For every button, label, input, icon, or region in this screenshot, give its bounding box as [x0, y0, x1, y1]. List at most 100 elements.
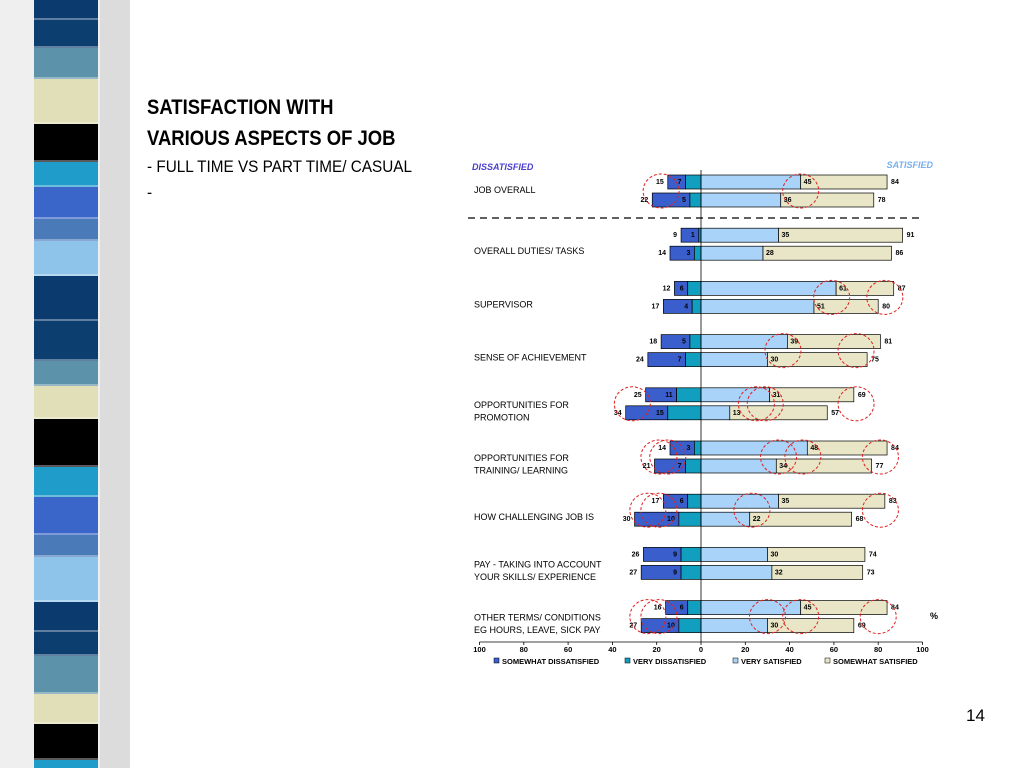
strip-block-edge	[34, 555, 98, 557]
x-tick-label: 0	[699, 645, 703, 654]
value-total-satisfied: 57	[831, 410, 839, 417]
bar-very-satisfied	[700, 245, 764, 261]
bar-somewhat-satisfied	[806, 440, 888, 456]
value-very-satisfied: 13	[733, 410, 741, 417]
slide-title-line2: VARIOUS ASPECTS OF JOB	[147, 127, 396, 150]
highlight-ellipse	[737, 386, 775, 422]
bar-very-dissatisfied	[680, 565, 702, 580]
strip-block	[34, 694, 98, 724]
value-very-satisfied: 35	[782, 232, 790, 239]
strip-block	[34, 724, 98, 760]
legend-swatch	[624, 657, 631, 664]
category-label: OTHER TERMS/ CONDITIONS	[474, 613, 601, 623]
bar-very-satisfied	[700, 565, 773, 580]
category-label: TRAINING/ LEARNING	[474, 466, 568, 476]
strip-block-edge	[34, 18, 98, 20]
category-label: OPPORTUNITIES FOR	[474, 400, 569, 410]
bar-somewhat-satisfied	[835, 281, 895, 296]
slide-title-line1: SATISFACTION WITH	[147, 96, 334, 119]
highlight-ellipse	[764, 333, 802, 369]
value-very-satisfied: 48	[810, 445, 818, 452]
bar-somewhat-dissatisfied	[662, 493, 689, 509]
bar-very-dissatisfied	[685, 174, 702, 190]
strip-block	[34, 760, 98, 768]
value-very-dissatisfied: 7	[678, 179, 682, 186]
x-tick-label: 60	[564, 645, 572, 654]
legend-label: VERY DISSATISFIED	[633, 657, 707, 666]
bar-somewhat-dissatisfied	[669, 245, 695, 261]
value-total-dissatisfied: 9	[673, 232, 677, 239]
highlight-ellipse	[733, 492, 771, 528]
strip-block-edge	[34, 160, 98, 162]
strip-block-edge	[34, 758, 98, 760]
strip-block	[34, 535, 98, 557]
bar-very-dissatisfied	[676, 387, 702, 403]
value-very-satisfied: 30	[770, 357, 778, 364]
value-very-dissatisfied: 5	[682, 197, 686, 204]
legend-swatch	[824, 657, 831, 664]
strip-block	[34, 162, 98, 187]
strip-block	[34, 79, 98, 124]
value-total-satisfied: 80	[882, 303, 890, 310]
category-label: EG HOURS, LEAVE, SICK PAY	[474, 625, 601, 635]
value-very-satisfied: 61	[839, 285, 847, 292]
strip-block-edge	[34, 77, 98, 79]
value-total-satisfied: 86	[895, 250, 903, 257]
value-very-dissatisfied: 9	[673, 569, 677, 576]
bar-somewhat-satisfied	[769, 387, 855, 403]
strip-block	[34, 632, 98, 656]
bar-very-dissatisfied	[678, 618, 702, 633]
strip-block-edge	[34, 692, 98, 694]
strip-block-edge	[34, 495, 98, 497]
strip-block-edge	[34, 465, 98, 467]
strip-block-edge	[34, 722, 98, 724]
highlight-ellipse	[640, 492, 678, 528]
category-label: SENSE OF ACHIEVEMENT	[474, 353, 587, 363]
highlight-ellipse	[782, 173, 820, 209]
value-very-dissatisfied: 10	[667, 516, 675, 523]
bar-very-dissatisfied	[685, 458, 702, 474]
legend-label: SOMEWHAT SATISFIED	[833, 657, 918, 666]
value-total-dissatisfied: 16	[654, 605, 662, 612]
bar-somewhat-satisfied	[762, 245, 892, 261]
dissatisfied-header: DISSATISFIED	[472, 162, 534, 172]
legend-swatch	[732, 657, 739, 664]
strip-block	[34, 321, 98, 361]
strip-block	[34, 124, 98, 162]
bar-very-satisfied	[700, 352, 768, 367]
highlight-ellipse	[861, 439, 899, 475]
bar-very-satisfied	[700, 493, 779, 509]
value-total-satisfied: 68	[856, 516, 864, 523]
bar-very-satisfied	[700, 440, 808, 456]
bar-very-dissatisfied	[691, 299, 702, 314]
value-very-satisfied: 45	[804, 179, 812, 186]
bar-somewhat-satisfied	[780, 192, 875, 208]
strip-block-edge	[34, 533, 98, 535]
unit-label: %	[930, 611, 938, 621]
bar-very-satisfied	[700, 458, 777, 474]
x-tick-label: 40	[608, 645, 616, 654]
highlight-ellipse	[613, 386, 651, 422]
bar-very-dissatisfied	[680, 547, 702, 562]
bar-very-satisfied	[700, 600, 802, 615]
value-total-dissatisfied: 26	[632, 551, 640, 558]
value-total-dissatisfied: 12	[663, 285, 671, 292]
bar-somewhat-satisfied	[767, 352, 868, 367]
bar-very-dissatisfied	[667, 405, 702, 421]
highlight-ellipse	[746, 386, 784, 422]
highlight-ellipse	[629, 492, 667, 528]
bar-very-dissatisfied	[689, 334, 702, 349]
bar-very-dissatisfied	[687, 600, 702, 615]
value-total-satisfied: 84	[891, 179, 899, 186]
value-very-satisfied: 51	[817, 303, 825, 310]
value-total-satisfied: 73	[867, 569, 875, 576]
bar-very-dissatisfied	[694, 245, 702, 261]
value-total-satisfied: 74	[869, 551, 877, 558]
strip-block-edge	[34, 217, 98, 219]
category-label: HOW CHALLENGING JOB IS	[474, 512, 594, 522]
bar-very-dissatisfied	[687, 281, 702, 296]
page-number: 14	[966, 706, 985, 725]
category-label: OVERALL DUTIES/ TASKS	[474, 246, 584, 256]
value-very-satisfied: 36	[784, 197, 792, 204]
strip-block	[34, 419, 98, 467]
